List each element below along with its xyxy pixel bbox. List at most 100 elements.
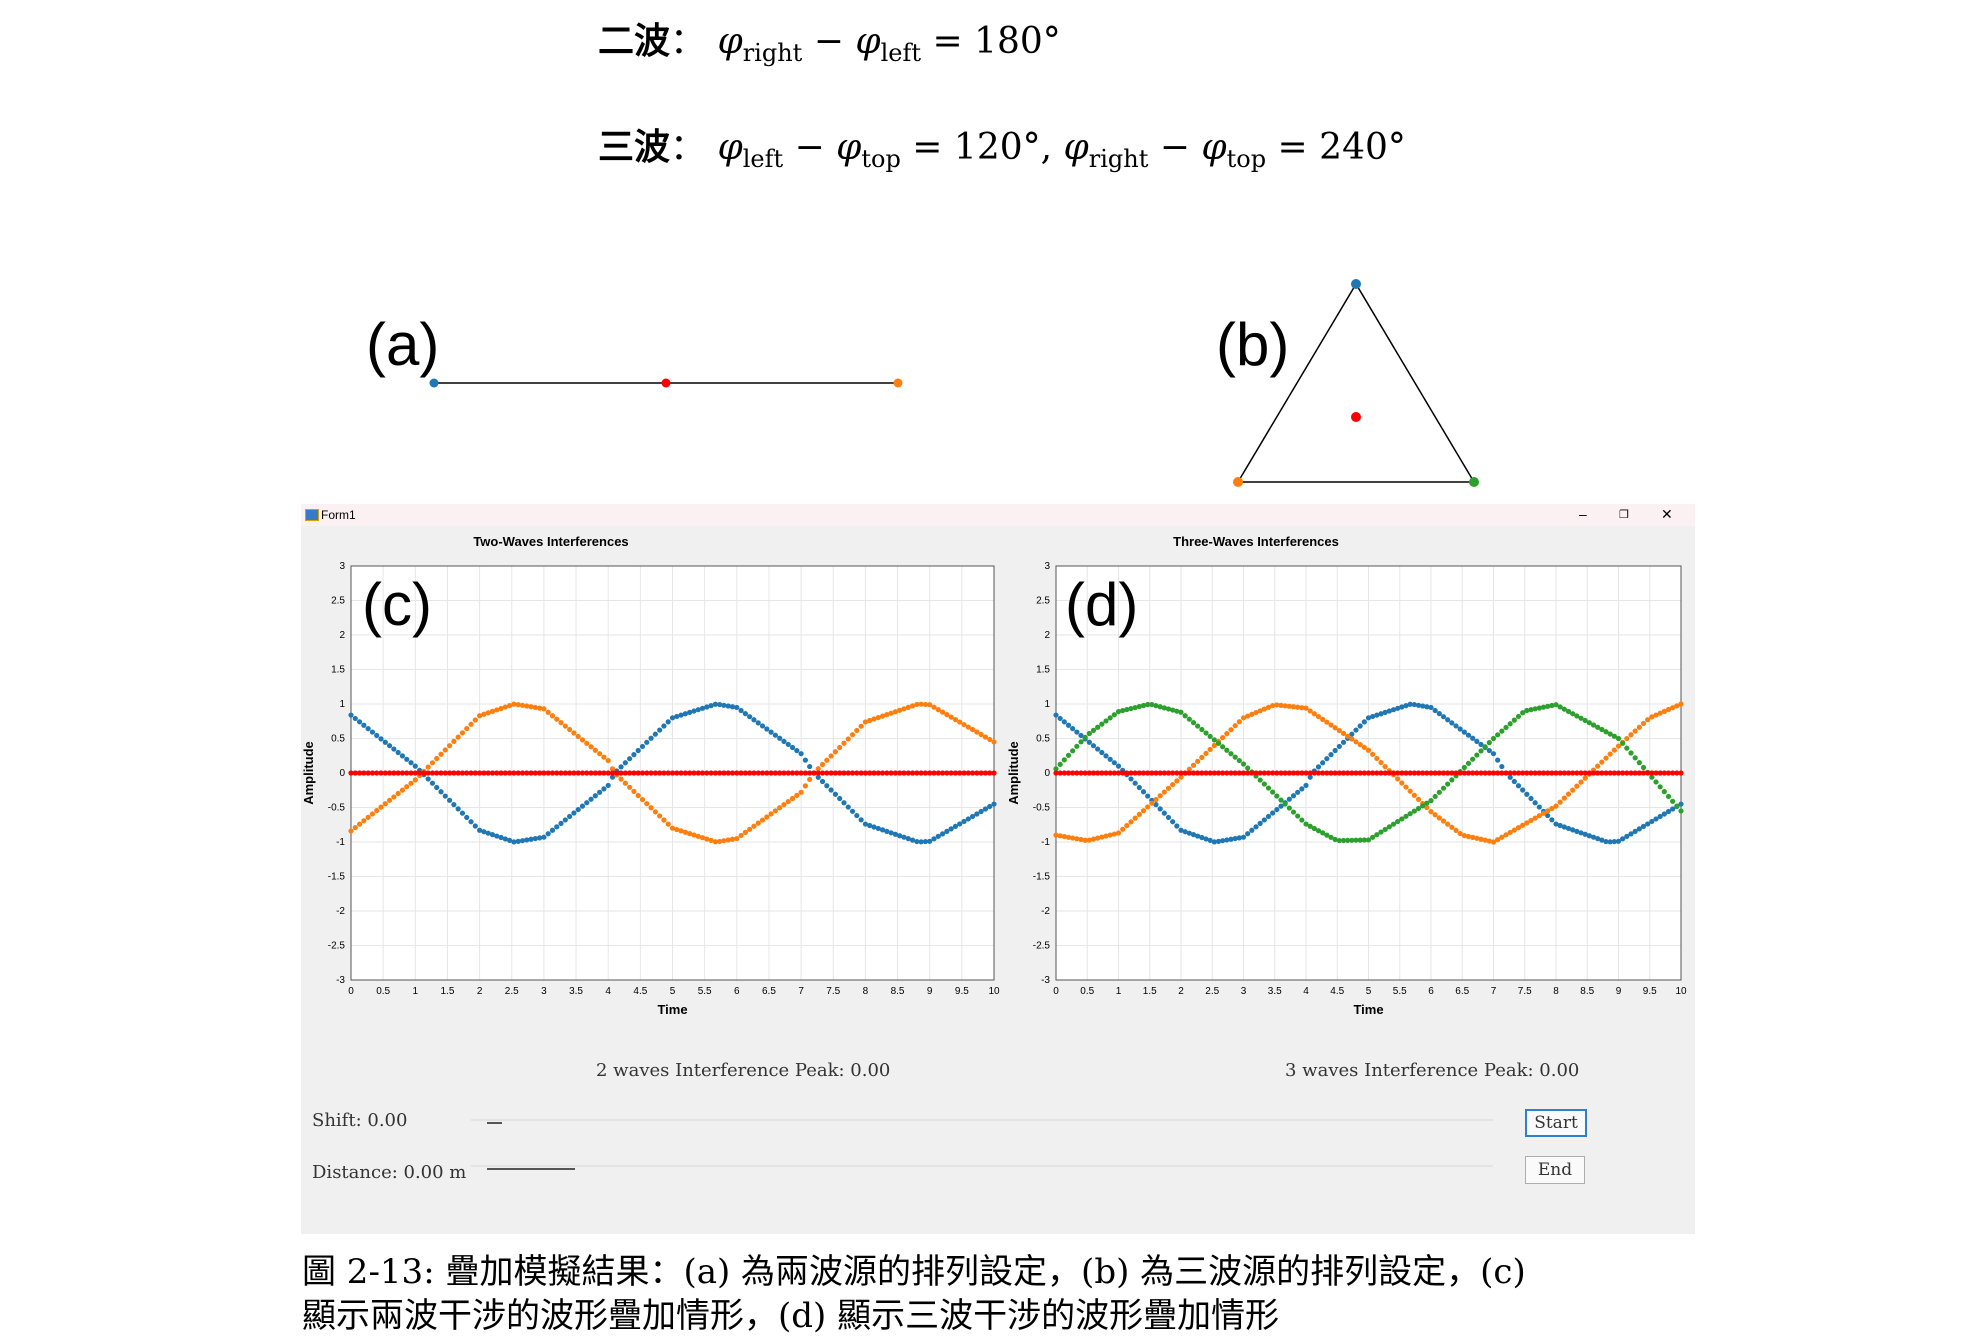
- data-point-red: [395, 770, 401, 776]
- data-point-blue: [1628, 831, 1634, 837]
- data-point-green: [1115, 708, 1122, 715]
- distance-slider-thumb[interactable]: [487, 1168, 575, 1170]
- data-point-green: [1570, 711, 1576, 717]
- x-tick-label: 4: [1303, 986, 1309, 997]
- data-point-red: [498, 770, 504, 776]
- data-point-blue: [1357, 723, 1363, 729]
- title-bar: Form1 – ❐ ✕: [301, 504, 1695, 526]
- data-point-blue: [918, 839, 924, 845]
- data-point-orange: [1632, 728, 1638, 734]
- data-point-red: [875, 770, 881, 776]
- data-point-orange: [969, 726, 976, 733]
- data-point-red: [528, 770, 534, 776]
- distance-slider[interactable]: [471, 1165, 1493, 1167]
- data-point-orange: [494, 707, 500, 713]
- data-point-blue: [1599, 837, 1605, 843]
- data-point-blue: [789, 744, 796, 751]
- data-point-red: [712, 770, 718, 776]
- data-point-red: [1436, 770, 1442, 776]
- data-point-red: [567, 770, 573, 776]
- data-point-blue: [1199, 834, 1205, 841]
- data-point-green: [1149, 701, 1155, 708]
- data-point-green: [1182, 713, 1188, 719]
- data-point-red: [811, 770, 817, 776]
- data-point-orange: [751, 823, 757, 829]
- center-dot: [1351, 412, 1361, 422]
- data-point-orange: [1174, 778, 1180, 784]
- data-point-orange: [772, 808, 778, 814]
- data-point-blue: [485, 830, 491, 836]
- data-point-orange: [901, 706, 907, 712]
- data-point-blue: [1678, 801, 1684, 807]
- data-point-blue: [408, 760, 414, 766]
- data-point-red: [888, 770, 894, 776]
- y-tick-label: 2.5: [331, 596, 345, 607]
- data-point-blue: [841, 800, 847, 806]
- data-point-orange: [777, 805, 783, 811]
- data-point-red: [1415, 770, 1422, 776]
- data-point-blue: [592, 793, 598, 799]
- data-point-red: [759, 770, 766, 776]
- data-point-blue: [1215, 838, 1222, 844]
- data-point-red: [1182, 770, 1188, 776]
- subscript: top: [861, 145, 901, 174]
- data-point-red: [918, 770, 924, 776]
- data-point-blue: [1486, 747, 1492, 754]
- data-point-red: [1107, 770, 1113, 776]
- shift-slider-thumb[interactable]: [487, 1122, 502, 1124]
- data-point-orange: [652, 809, 658, 815]
- data-point-orange: [815, 766, 821, 772]
- data-point-red: [541, 770, 547, 776]
- y-tick-label: 0.5: [331, 734, 345, 745]
- start-button[interactable]: Start: [1525, 1109, 1587, 1137]
- data-point-blue: [738, 707, 744, 714]
- data-point-blue: [399, 753, 406, 759]
- data-point-orange: [1649, 714, 1655, 720]
- y-tick-label: -2.5: [328, 941, 346, 952]
- data-point-orange: [721, 838, 727, 844]
- data-point-orange: [1445, 821, 1451, 827]
- restore-icon[interactable]: ❐: [1619, 509, 1629, 521]
- data-point-red: [1532, 770, 1538, 776]
- end-button[interactable]: End: [1525, 1156, 1585, 1184]
- data-point-orange: [1357, 742, 1363, 748]
- data-point-orange: [832, 749, 838, 755]
- shift-slider[interactable]: [471, 1119, 1493, 1121]
- close-icon[interactable]: ✕: [1661, 506, 1673, 522]
- data-point-red: [1120, 770, 1126, 776]
- data-point-orange: [657, 813, 663, 819]
- data-point-green: [1365, 837, 1372, 843]
- y-tick-label: 0: [1044, 768, 1050, 779]
- y-tick-label: 1.5: [1036, 665, 1050, 676]
- data-point-red: [1499, 770, 1505, 776]
- x-tick-label: 4.5: [633, 986, 647, 997]
- data-point-red: [1370, 770, 1376, 776]
- minimize-icon[interactable]: –: [1579, 506, 1587, 522]
- x-axis-title: Time: [1353, 1002, 1383, 1017]
- data-point-orange: [1545, 808, 1551, 814]
- data-point-red: [948, 770, 954, 776]
- data-point-orange: [922, 701, 929, 708]
- data-point-blue: [438, 789, 444, 795]
- data-point-orange: [1465, 833, 1472, 840]
- data-point-orange: [1107, 832, 1113, 838]
- data-point-red: [477, 770, 483, 776]
- data-point-blue: [1353, 727, 1359, 733]
- data-point-red: [1470, 770, 1476, 776]
- data-point-green: [1265, 785, 1272, 791]
- data-point-blue: [1332, 747, 1338, 754]
- data-point-green: [1307, 823, 1313, 829]
- data-point-blue: [1090, 743, 1097, 749]
- data-point-orange: [695, 833, 701, 839]
- data-point-orange: [1061, 833, 1067, 840]
- data-point-orange: [352, 824, 358, 831]
- data-point-green: [1070, 748, 1076, 754]
- data-point-orange: [867, 717, 873, 724]
- data-point-red: [1386, 770, 1392, 776]
- data-point-red: [425, 770, 431, 776]
- data-point-orange: [399, 787, 406, 793]
- data-point-blue: [434, 784, 440, 791]
- data-point-orange: [871, 716, 877, 722]
- data-point-red: [819, 770, 826, 776]
- data-point-red: [374, 770, 380, 776]
